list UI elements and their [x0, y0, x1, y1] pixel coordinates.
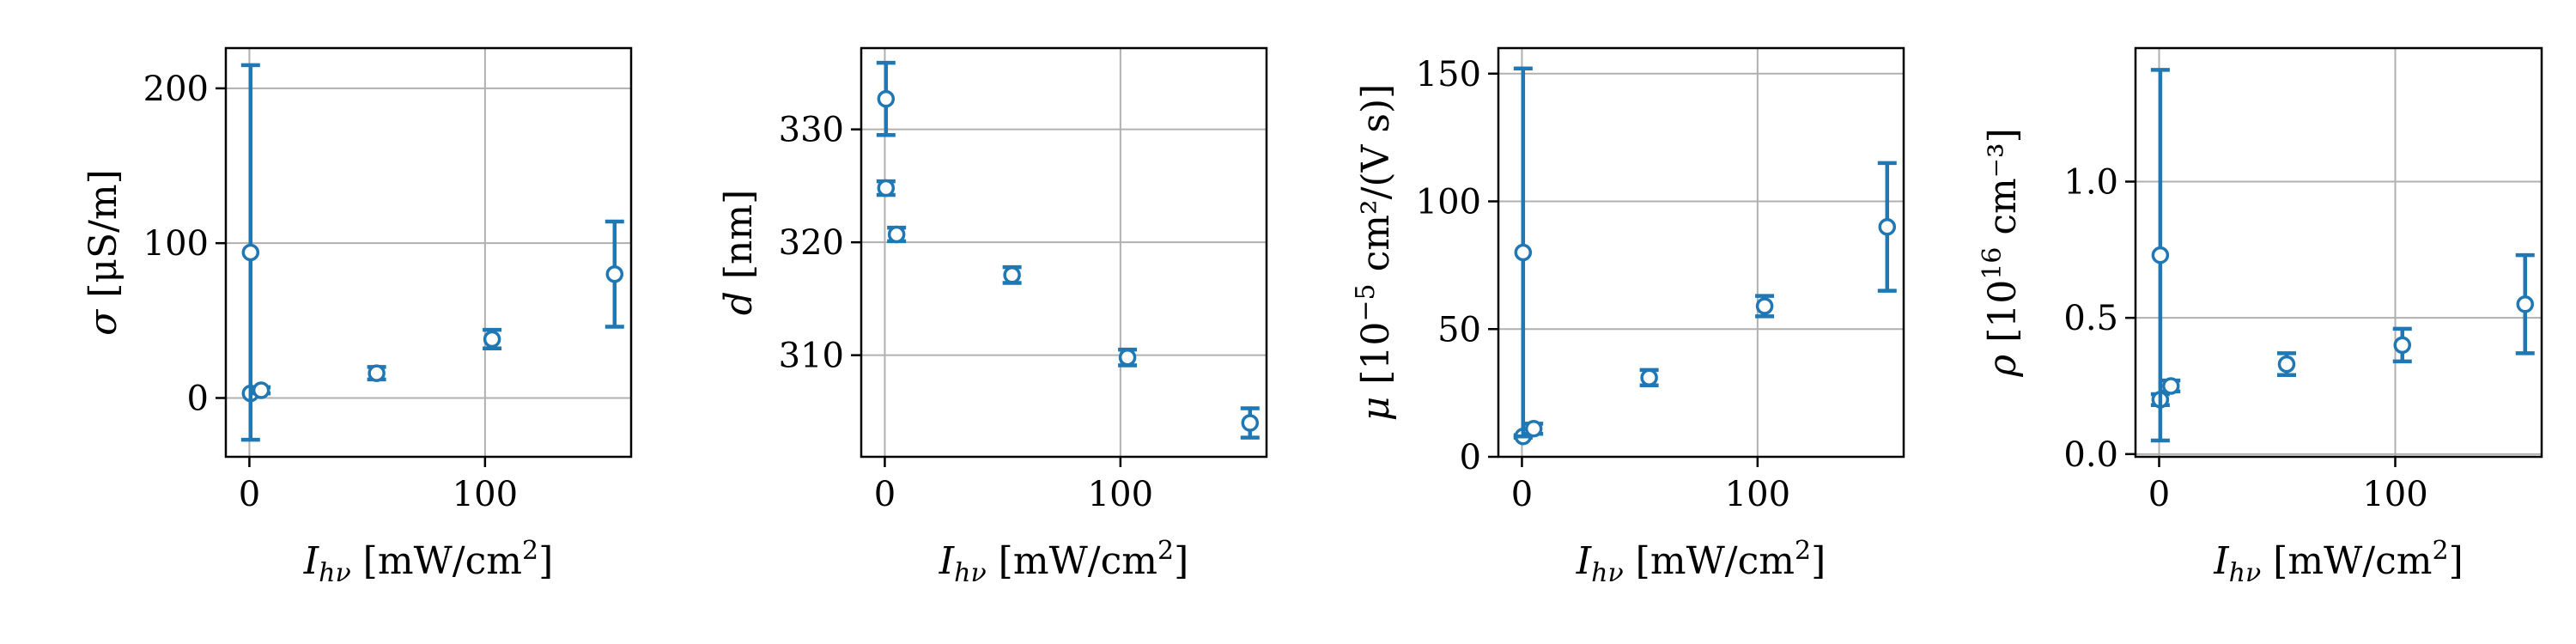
- data-marker: [1514, 243, 1533, 262]
- plot-frame: [224, 46, 633, 459]
- x-axis-label: Ihν [mW/cm2]: [2213, 536, 2464, 588]
- data-marker: [2162, 377, 2180, 395]
- x-tick-label: 100: [1725, 475, 1790, 514]
- data-point: [483, 327, 502, 351]
- x-axis-label: Ihν [mW/cm2]: [303, 536, 554, 588]
- y-axis-label: μ [10−5 cm²/(V s)]: [1351, 84, 1398, 422]
- data-point: [605, 219, 624, 329]
- plot-frame: [860, 46, 1268, 459]
- data-point: [876, 179, 896, 197]
- data-point: [1755, 294, 1775, 319]
- data-point: [1639, 368, 1659, 387]
- x-axis-label: Ihν [mW/cm2]: [1576, 536, 1826, 588]
- data-point: [367, 364, 386, 382]
- data-marker: [605, 264, 624, 283]
- data-point: [1524, 420, 1544, 438]
- y-tick-label: 320: [779, 223, 844, 263]
- x-tick-label: 0: [1511, 475, 1533, 514]
- plot-frame: [1497, 46, 1905, 459]
- data-marker: [887, 225, 906, 244]
- data-marker: [2393, 336, 2411, 355]
- y-tick-label: 0: [187, 379, 209, 418]
- data-marker: [1755, 297, 1774, 315]
- plot-frame: [2134, 46, 2543, 459]
- y-tick-label: 100: [1416, 183, 1481, 222]
- data-point: [1118, 347, 1138, 368]
- x-tick-label: 100: [1088, 475, 1153, 514]
- data-point: [1240, 406, 1260, 440]
- y-tick-label: 0: [1460, 438, 1481, 477]
- data-marker: [1524, 420, 1543, 438]
- data-marker: [1241, 414, 1260, 432]
- y-tick-label: 0.5: [2063, 299, 2118, 338]
- data-marker: [368, 364, 386, 382]
- x-tick-label: 0: [239, 475, 260, 514]
- data-marker: [2277, 355, 2296, 374]
- y-tick-label: 150: [1416, 55, 1481, 94]
- data-marker: [1878, 218, 1897, 236]
- data-marker: [877, 179, 896, 197]
- data-marker: [1640, 368, 1658, 387]
- data-point: [887, 225, 907, 244]
- y-axis-label: d [nm]: [717, 190, 761, 316]
- data-marker: [877, 89, 896, 108]
- y-axis-label: σ [μS/m]: [82, 169, 125, 336]
- data-point: [1002, 264, 1022, 285]
- chart-panel-carrier-density: 0 100 0.0 0.5 1.0 Ihν [mW/cm2] ρ [1016 cm⁻³]: [1978, 46, 2543, 588]
- data-point: [1877, 161, 1897, 293]
- y-tick-label: 100: [143, 224, 209, 264]
- x-tick-label: 0: [2148, 475, 2170, 514]
- data-point: [252, 381, 271, 399]
- data-marker: [483, 330, 501, 349]
- y-tick-label: 200: [143, 70, 209, 109]
- chart-panel-mobility: 0 100 0 50 100 150 Ihν [mW/cm2] μ [10−5 cm²/(V …: [1351, 46, 1905, 588]
- data-point: [876, 60, 896, 137]
- y-tick-label: 310: [779, 337, 844, 376]
- y-tick-label: 0.0: [2063, 435, 2118, 475]
- x-tick-label: 0: [874, 475, 896, 514]
- chart-panel-conductivity: 0 100 0 100 200 Ihν [mW/cm2] σ [μS/m]: [82, 46, 633, 588]
- x-tick-label: 100: [2362, 475, 2427, 514]
- y-tick-label: 330: [779, 111, 844, 150]
- data-marker: [241, 243, 260, 262]
- data-point: [2277, 351, 2296, 378]
- x-tick-label: 100: [453, 475, 518, 514]
- data-point: [2161, 377, 2181, 395]
- chart-panel-thickness: 0 100 310 320 330 Ihν [mW/cm2] d [nm]: [717, 46, 1268, 588]
- data-point: [2515, 252, 2535, 355]
- data-marker: [2516, 295, 2534, 313]
- data-point: [2392, 326, 2412, 364]
- data-marker: [2151, 246, 2170, 264]
- data-point: [1513, 66, 1533, 439]
- data-marker: [1118, 349, 1137, 367]
- data-point: [2150, 68, 2170, 443]
- data-marker: [252, 381, 270, 399]
- y-axis-label: ρ [1016 cm⁻³]: [1978, 128, 2025, 378]
- data-marker: [1003, 266, 1021, 284]
- y-tick-label: 1.0: [2063, 162, 2118, 202]
- y-tick-label: 50: [1437, 310, 1481, 349]
- data-point: [240, 63, 260, 442]
- x-axis-label: Ihν [mW/cm2]: [939, 536, 1189, 588]
